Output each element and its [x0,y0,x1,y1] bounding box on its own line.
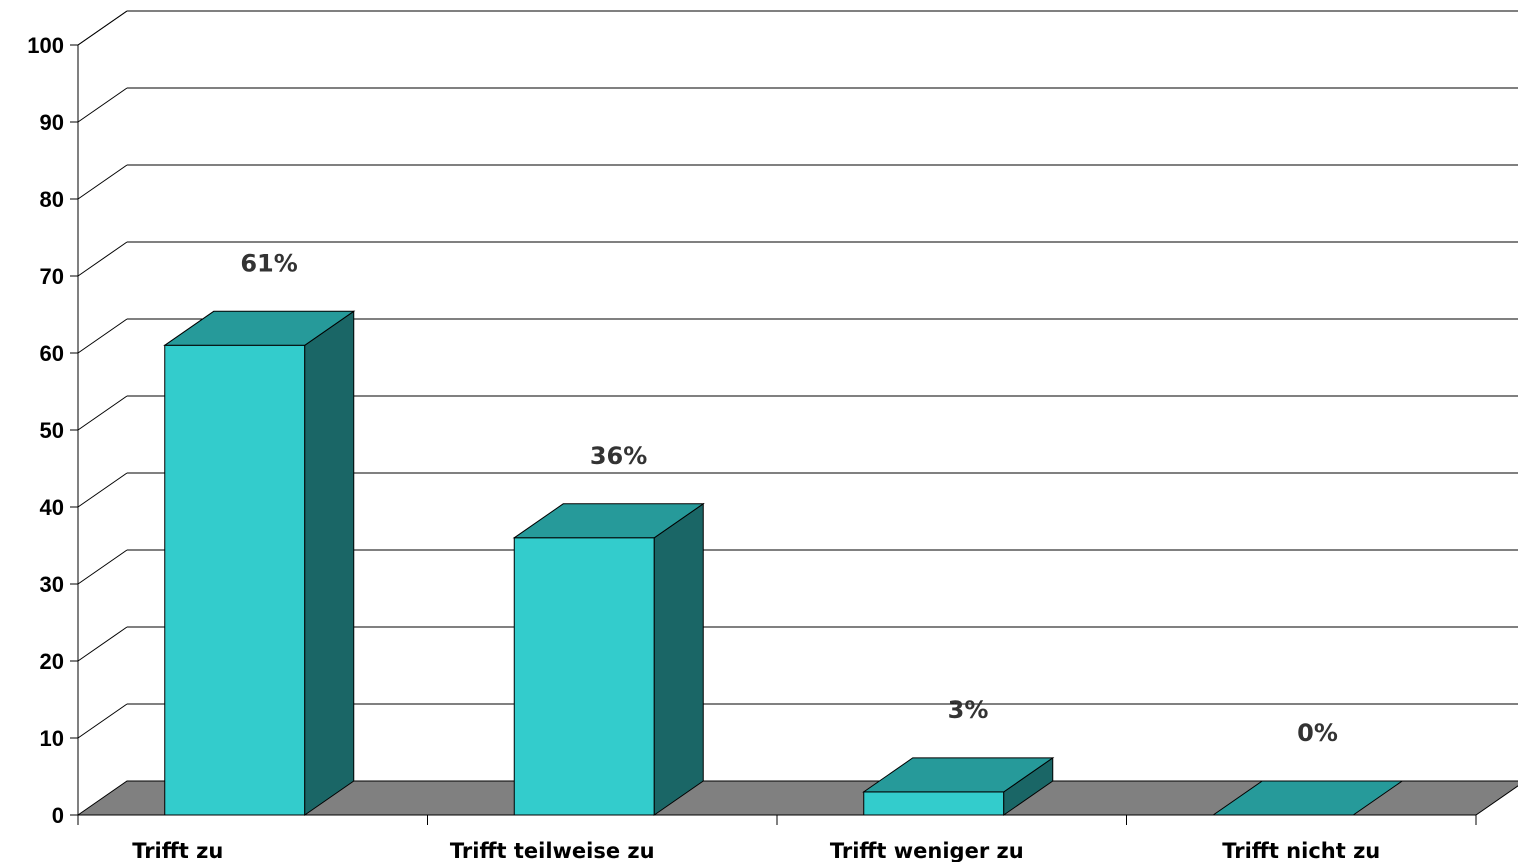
data-label: 36% [590,442,647,470]
bar-front [165,345,305,815]
y-tick-label: 40 [40,495,64,520]
y-tick-label: 50 [40,418,64,443]
y-tick-label: 90 [40,110,64,135]
y-tick-label: 20 [40,649,64,674]
gridline-diagonal [78,88,127,122]
bar-front [514,538,654,815]
bars [165,311,1403,815]
data-label: 3% [948,696,989,724]
bar-side [305,311,354,815]
gridline-diagonal [78,242,127,276]
y-tick-label: 60 [40,341,64,366]
bar-side [654,504,703,815]
y-axis-top [78,11,127,45]
y-tick-label: 70 [40,264,64,289]
y-tick-label: 0 [52,803,64,828]
gridline-diagonal [78,627,127,661]
bar [165,311,354,815]
gridline-diagonal [78,319,127,353]
x-tick-label: Trifft zu [132,839,223,862]
y-tick-label: 100 [27,33,64,58]
gridline-diagonal [78,473,127,507]
data-label: 0% [1297,719,1338,747]
gridline-diagonal [78,165,127,199]
gridline-diagonal [78,704,127,738]
x-tick-label: Trifft nicht zu [1222,839,1380,862]
x-tick-label: Trifft teilweise zu [450,839,655,862]
gridline-diagonal [78,396,127,430]
data-label: 61% [240,249,297,277]
bar [514,504,703,815]
y-tick-label: 10 [40,726,64,751]
bar-front [864,792,1004,815]
y-tick-label: 80 [40,187,64,212]
y-tick-label: 30 [40,572,64,597]
x-tick-label: Trifft weniger zu [830,839,1024,862]
gridline-diagonal [78,550,127,584]
